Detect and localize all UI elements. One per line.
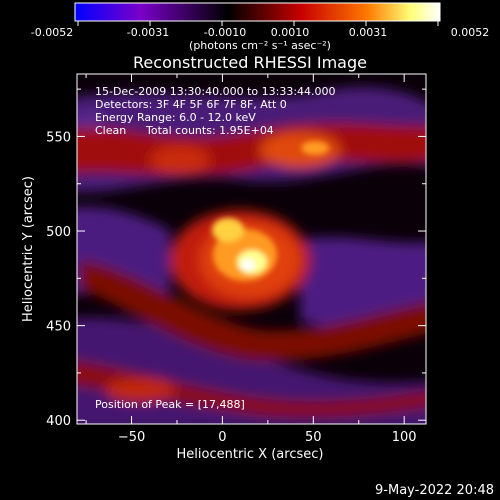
x-tick-label: 0 [218,430,226,445]
colorbar-tick-label: -0.0010 [204,26,246,39]
chart-title: Reconstructed RHESSI Image [133,53,367,72]
colorbar [74,2,441,22]
y-tick-label: 550 [46,130,71,145]
plot-frame [76,73,427,425]
x-tick-label: 50 [305,430,322,445]
y-axis-ticks: 400 450 500 550 [46,88,426,429]
x-axis-label: Heliocentric X (arcsec) [177,447,324,462]
y-tick-label: 400 [46,414,71,429]
annotation-block: 15-Dec-2009 13:30:40.000 to 13:33:44.000… [95,85,336,137]
colorbar-tick-label: 0.0031 [349,26,388,39]
footer-date: 9-May-2022 20:48 [375,483,494,498]
colorbar-tick-label: 0.0010 [271,26,310,39]
annotation-detectors: Detectors: 3F 4F 5F 6F 7F 8F, Att 0 [95,98,287,111]
colorbar-units: (photons cm⁻² s⁻¹ asec⁻²) [189,39,331,52]
x-tick-label: 100 [392,430,417,445]
heatmap-image [77,74,426,424]
x-tick-label: −50 [118,430,145,445]
annotation-total-counts: Total counts: 1.95E+04 [145,124,274,137]
annotation-energy: Energy Range: 6.0 - 12.0 keV [95,111,256,124]
annotation-clean: Clean [95,124,126,137]
x-axis-ticks: −50 0 50 100 [85,74,417,445]
annotation-time-range: 15-Dec-2009 13:30:40.000 to 13:33:44.000 [95,85,336,98]
colorbar-tick-label: 0.0052 [451,26,490,39]
y-tick-label: 450 [46,320,71,335]
peak-label: Position of Peak = [17,488] [95,398,245,411]
colorbar-tick-label: -0.0052 [31,26,73,39]
y-axis-label: Heliocentric Y (arcsec) [21,176,36,322]
y-tick-label: 500 [46,225,71,240]
colorbar-tick-label: -0.0031 [127,26,169,39]
colorbar-ticks [77,21,439,26]
